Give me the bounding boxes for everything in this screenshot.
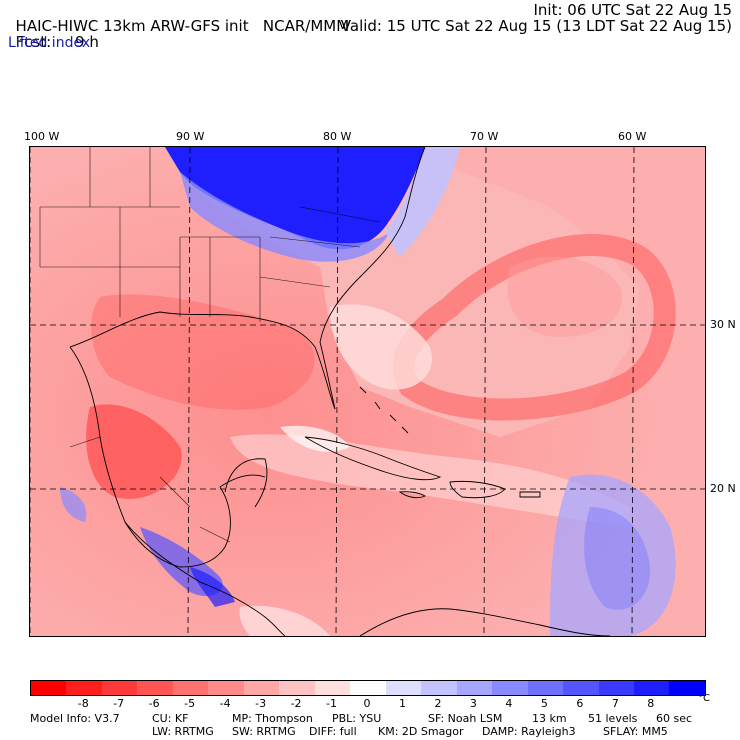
colorbar-tick-label: 1 [398,697,406,710]
footer-damp: DAMP: Rayleigh3 [482,725,576,738]
colorbar-tick-label: -2 [290,697,302,710]
lon-label-80w: 80 W [323,130,352,143]
colorbar-cell [66,681,102,695]
model-title: HAIC-HIWC 13km ARW-GFS init NCAR/MMM [15,17,350,35]
forecast-hour: Fcst: 9 h [15,33,99,51]
texas-core [86,404,182,499]
footer-cu: CU: KF [152,712,189,725]
footer-lw: LW: RRTMG [152,725,214,738]
colorbar-cell [243,681,280,695]
footer-diff: DIFF: full [309,725,357,738]
colorbar-cell [137,681,173,695]
footer-sw: SW: RRTMG [232,725,296,738]
valid-time: Valid: 15 UTC Sat 22 Aug 15 (13 LDT Sat … [340,17,732,35]
footer-sflay: SFLAY: MM5 [603,725,668,738]
colorbar-cell [598,681,634,695]
colorbar-cell [279,681,315,695]
colorbar-cell [31,681,67,695]
footer-pbl: PBL: YSU [332,712,382,725]
footer-mp: MP: Thompson [232,712,313,725]
field-name: Lifted index [8,35,91,51]
footer-levels: 51 levels [588,712,638,725]
unstable-region [30,147,705,636]
colorbar-cell [101,681,138,695]
footer-km: KM: 2D Smagor [378,725,464,738]
colorbar-tick-label: -6 [148,697,160,710]
lon-label-90w: 90 W [176,130,205,143]
colorbar-cell [492,681,528,695]
colorbar-cell [456,681,493,695]
lat-label-20n: 20 N [710,482,736,495]
colorbar-tick-label: -3 [255,697,267,710]
lifted-index-map [29,146,706,637]
map-canvas [30,147,705,636]
colorbar-tick-label: 2 [434,697,442,710]
stable-eastern-us [165,147,425,250]
footer-model-info: Model Info: V3.7 [30,712,120,725]
lat-label-30n: 30 N [710,318,736,331]
colorbar-cell [421,681,457,695]
colorbar-tick-label: -5 [184,697,196,710]
colorbar [30,680,706,696]
lon-label-70w: 70 W [470,130,499,143]
footer-sf: SF: Noah LSM [428,712,503,725]
gulf-coast-core [91,294,315,410]
colorbar-tick-label: 7 [611,697,619,710]
colorbar-cell [314,681,351,695]
footer-dt: 60 sec [656,712,693,725]
colorbar-tick-label: 5 [540,697,548,710]
lon-label-100w: 100 W [24,130,60,143]
colorbar-unit: °C [698,693,710,704]
colorbar-tick-label: -8 [77,697,89,710]
lon-label-60w: 60 W [618,130,647,143]
colorbar-cell [385,681,422,695]
colorbar-cell [669,681,705,695]
colorbar-cell [172,681,209,695]
colorbar-cell [208,681,244,695]
colorbar-tick-label: -4 [219,697,231,710]
init-time: Init: 06 UTC Sat 22 Aug 15 [533,1,732,19]
colorbar-cell [563,681,599,695]
coastlines [69,147,611,636]
graticule [30,147,705,636]
colorbar-tick-label: -7 [113,697,125,710]
state-borders [39,147,381,543]
colorbar-tick-label: 0 [363,697,371,710]
stable-se-atlantic [550,474,676,636]
colorbar-cell [633,681,670,695]
colorbar-tick-label: 8 [647,697,655,710]
colorbar-cell [350,681,386,695]
colorbar-tick-label: 3 [469,697,477,710]
colorbar-tick-label: 6 [576,697,584,710]
colorbar-tick-label: -1 [326,697,337,710]
colorbar-tick-label: 4 [505,697,513,710]
colorbar-cell [527,681,564,695]
footer-res: 13 km [532,712,567,725]
